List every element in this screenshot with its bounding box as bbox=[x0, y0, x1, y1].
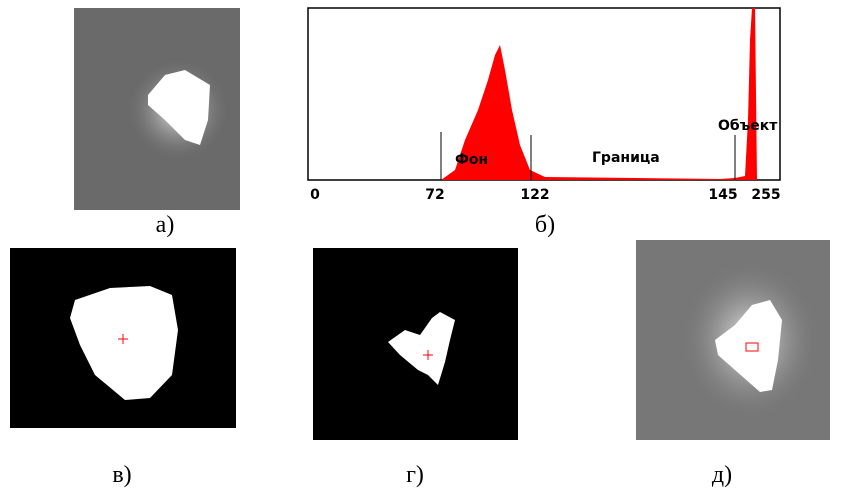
caption: д) bbox=[712, 462, 732, 488]
image-g bbox=[313, 248, 518, 440]
tick-label: 0 bbox=[310, 187, 320, 203]
region-label: Объект bbox=[718, 118, 778, 134]
region-label: Фон bbox=[455, 152, 488, 168]
tick-label: 72 bbox=[425, 187, 444, 203]
tick-label: 122 bbox=[520, 187, 549, 203]
caption: г) bbox=[406, 462, 424, 488]
histogram: Фон Граница Объект 0 72 122 145 255 bbox=[307, 7, 781, 203]
tick-label: 145 bbox=[708, 187, 737, 203]
image-d bbox=[636, 240, 830, 440]
caption: в) bbox=[112, 462, 131, 488]
image-a bbox=[74, 8, 240, 210]
region-label: Граница bbox=[592, 150, 660, 166]
caption: б) bbox=[535, 212, 555, 238]
caption: а) bbox=[156, 212, 175, 238]
image-v bbox=[10, 248, 236, 428]
tick-label: 255 bbox=[751, 187, 780, 203]
